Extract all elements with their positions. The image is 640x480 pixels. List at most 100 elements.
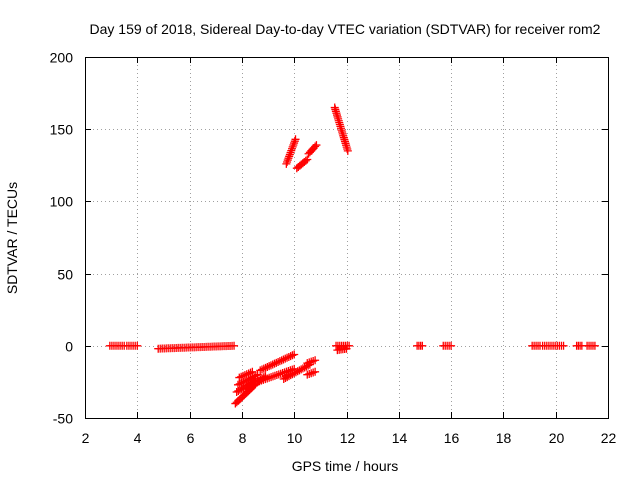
data-point (290, 139, 299, 148)
data-point (311, 367, 320, 376)
data-point (343, 146, 352, 155)
data-point (288, 351, 297, 360)
data-point (265, 362, 274, 371)
y-tick-label: 0 (65, 339, 73, 355)
chart-title: Day 159 of 2018, Sidereal Day-to-day VTE… (90, 21, 601, 37)
data-points (105, 103, 599, 408)
data-point (290, 137, 299, 146)
data-point (233, 380, 242, 389)
data-point (257, 365, 266, 374)
data-point (293, 367, 302, 376)
data-point (311, 356, 320, 365)
data-point (269, 372, 278, 381)
data-point (303, 370, 312, 379)
data-point (250, 372, 259, 381)
data-point (285, 150, 294, 159)
data-point (286, 352, 295, 361)
data-point (237, 372, 246, 381)
data-point (259, 364, 268, 373)
data-point (133, 341, 142, 350)
x-tick-label: 14 (392, 430, 408, 446)
data-point (274, 370, 283, 379)
x-tick-label: 2 (82, 430, 90, 446)
data-point (289, 140, 298, 149)
tick-layer (85, 57, 609, 419)
data-point (275, 357, 284, 366)
data-point (291, 135, 300, 144)
x-tick-label: 20 (549, 430, 565, 446)
data-point (284, 372, 293, 381)
data-point (240, 371, 249, 380)
data-point (290, 350, 299, 359)
data-point (253, 370, 262, 379)
data-point (268, 360, 277, 369)
data-point (261, 363, 270, 372)
data-point (305, 369, 314, 378)
data-point (284, 154, 293, 163)
x-tick-label: 12 (340, 430, 356, 446)
data-point (272, 358, 281, 367)
data-point (287, 144, 296, 153)
grid-layer (85, 57, 608, 418)
data-point (257, 376, 266, 385)
data-point (447, 341, 456, 350)
data-point (244, 369, 253, 378)
data-point (287, 146, 296, 155)
data-point (246, 368, 255, 377)
data-point (311, 142, 320, 151)
data-point (295, 366, 304, 375)
data-point (283, 353, 292, 362)
data-point (272, 371, 281, 380)
data-point (342, 344, 351, 353)
data-point (276, 369, 285, 378)
y-tick-label: -50 (53, 411, 73, 427)
x-tick-label: 8 (239, 430, 247, 446)
data-point (274, 357, 283, 366)
x-tick-label: 18 (496, 430, 512, 446)
data-point (291, 368, 300, 377)
data-point (263, 374, 272, 383)
data-point (230, 341, 239, 350)
data-point (309, 368, 318, 377)
data-point (265, 373, 274, 382)
y-tick-label: 50 (57, 267, 73, 283)
data-point (266, 361, 275, 370)
data-point (302, 362, 311, 371)
data-point (281, 374, 290, 383)
data-point (267, 373, 276, 382)
data-point (253, 377, 262, 386)
data-point (297, 365, 306, 374)
x-tick-label: 22 (601, 430, 617, 446)
data-point (239, 371, 248, 380)
y-tick-label: 150 (50, 122, 74, 138)
data-point (303, 155, 312, 164)
data-point (242, 370, 251, 379)
data-point (251, 371, 260, 380)
data-point (309, 356, 318, 365)
data-point (298, 364, 307, 373)
data-point (288, 370, 297, 379)
data-point (270, 371, 279, 380)
data-point (307, 369, 316, 378)
data-point (284, 352, 293, 361)
y-axis-label: SDTVAR / TECUs (4, 182, 20, 294)
data-point (590, 341, 599, 350)
data-point (270, 359, 279, 368)
y-tick-label: 100 (50, 194, 74, 210)
x-tick-label: 4 (134, 430, 142, 446)
data-point (303, 359, 312, 368)
y-tick-label: 200 (50, 50, 74, 66)
data-point (261, 375, 270, 384)
data-point (278, 369, 287, 378)
x-tick-label: 10 (287, 430, 303, 446)
data-point (283, 373, 292, 382)
data-point (300, 363, 309, 372)
data-point (282, 367, 291, 376)
x-axis-label: GPS time / hours (292, 458, 399, 474)
data-point (281, 354, 290, 363)
data-point (285, 152, 294, 161)
x-tick-label: 6 (187, 430, 195, 446)
data-point (235, 373, 244, 382)
data-point (282, 159, 291, 168)
